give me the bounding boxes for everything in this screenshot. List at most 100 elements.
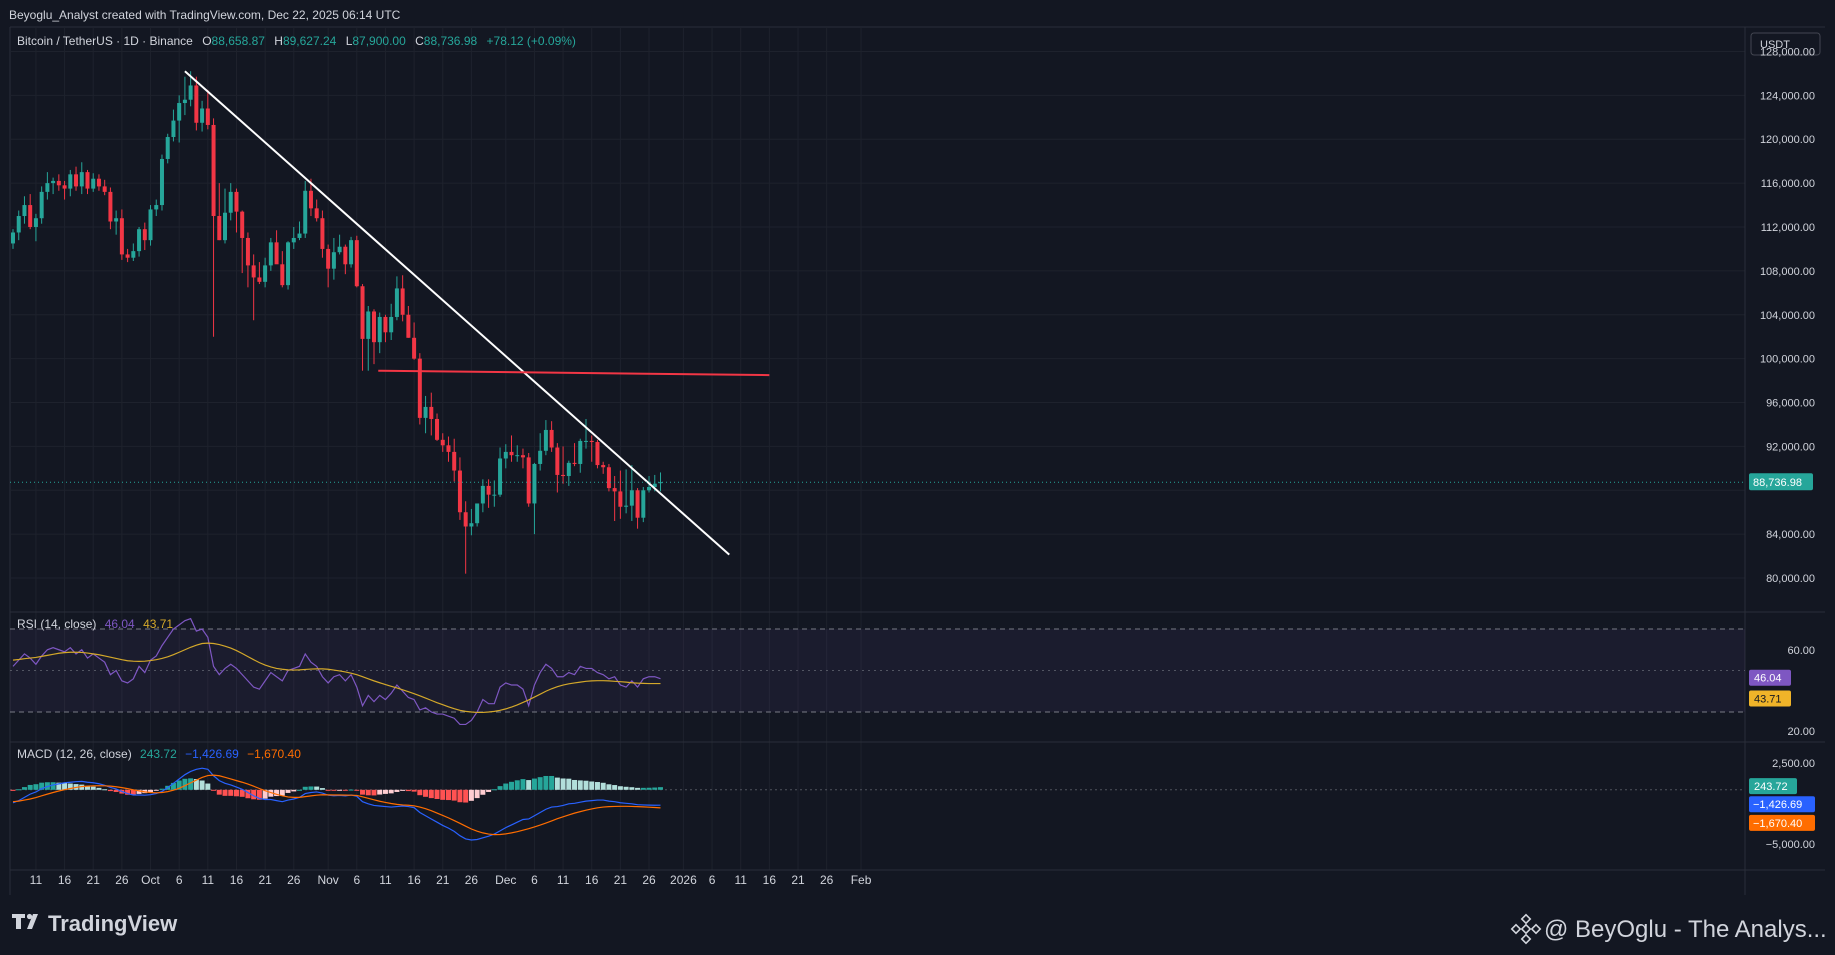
- macd-histogram-bar: [342, 789, 348, 791]
- candle-body: [435, 418, 440, 440]
- macd-histogram-bar: [417, 789, 423, 796]
- macd-histogram-bar: [463, 789, 469, 803]
- price-axis-label: 124,000.00: [1760, 90, 1815, 102]
- macd-histogram-bar: [205, 783, 211, 790]
- macd-histogram-bar: [251, 789, 257, 800]
- candle-body: [394, 288, 399, 317]
- support-level-line: [378, 369, 770, 377]
- rsi-legend[interactable]: RSI (14, close) 46.04 43.71: [17, 617, 173, 631]
- macd-axis-label: −5,000.00: [1766, 839, 1815, 851]
- currency-button[interactable]: USDT: [1750, 32, 1821, 56]
- macd-signal-value-tag: −1,670.40: [1753, 818, 1802, 830]
- macd-hist-value-tag: 243.72: [1754, 781, 1788, 793]
- candle-body: [286, 242, 291, 286]
- candle-body: [171, 120, 176, 138]
- time-axis-label: 2026: [670, 873, 697, 887]
- open-label: O: [202, 34, 211, 48]
- drawing-tools[interactable]: [184, 70, 770, 556]
- candle-body: [16, 216, 21, 233]
- macd-legend[interactable]: MACD (12, 26, close) 243.72 −1,426.69 −1…: [17, 747, 301, 761]
- footer-bar: [0, 896, 1835, 955]
- macd-histogram-bar: [354, 789, 360, 791]
- candle-body: [618, 491, 623, 507]
- candle-body: [62, 185, 67, 189]
- candle-body: [182, 99, 187, 104]
- open-value: 88,658.87: [212, 34, 266, 48]
- macd-histogram-bar: [193, 779, 199, 790]
- macd-histogram-bar: [434, 789, 440, 799]
- candle-body: [480, 485, 485, 504]
- candle-body: [85, 172, 90, 189]
- candle-body: [320, 218, 325, 249]
- candle-body: [137, 229, 142, 252]
- tv-logo-icon: [12, 914, 25, 929]
- candle-body: [612, 488, 617, 492]
- candle-body: [131, 251, 136, 258]
- price-axis-label: 120,000.00: [1760, 134, 1815, 146]
- macd-histogram-bar: [509, 781, 515, 790]
- price-axis-label: 100,000.00: [1760, 354, 1815, 366]
- candle-body: [486, 485, 491, 495]
- macd-histogram-bar: [646, 787, 652, 790]
- candle-body: [228, 191, 233, 213]
- price-axis-label: 96,000.00: [1766, 398, 1815, 410]
- candle-body: [475, 503, 480, 524]
- time-axis-label: Feb: [851, 873, 872, 887]
- candle-body: [543, 429, 548, 451]
- macd-histogram-bar: [285, 789, 291, 793]
- macd-histogram-bar: [107, 789, 113, 792]
- candle-body: [377, 316, 382, 343]
- price-axis[interactable]: 128,000.00 124,000.00 120,000.00 116,000.00…: [1760, 46, 1815, 585]
- candle-body: [400, 288, 405, 315]
- macd-histogram-bar: [589, 781, 595, 790]
- macd-histogram-bar: [491, 789, 497, 791]
- macd-histogram-bar: [67, 783, 73, 790]
- time-axis-label: 21: [614, 873, 628, 887]
- candle-body: [566, 462, 571, 477]
- macd-histogram-bar: [514, 780, 520, 790]
- candle-body: [148, 209, 153, 241]
- macd-histogram-bar: [400, 789, 406, 791]
- macd-histogram-bar: [371, 789, 377, 796]
- candle-body: [417, 358, 422, 418]
- symbol-legend[interactable]: Bitcoin / TetherUS · 1D · Binance O88,65…: [17, 34, 576, 48]
- candle-body: [492, 494, 497, 496]
- macd-histogram-bar: [84, 785, 90, 790]
- macd-series: [10, 767, 1745, 841]
- time-axis-label: 16: [407, 873, 421, 887]
- candlestick-series: [11, 71, 663, 574]
- time-axis-label: Dec: [495, 873, 516, 887]
- candle-body: [108, 191, 113, 222]
- candle-body: [177, 103, 182, 121]
- candle-body: [463, 512, 468, 527]
- high-label: H: [274, 34, 283, 48]
- time-axis[interactable]: 11 16 21 26 Oct 6 11 16 21 26 Nov 6 11 16 21 26 Dec 6 11 16…: [30, 873, 872, 887]
- time-axis-label: 21: [87, 873, 101, 887]
- candle-body: [91, 178, 96, 189]
- tradingview-logo[interactable]: TradingView: [12, 911, 178, 936]
- macd-histogram-bar: [153, 789, 159, 791]
- brand-name: TradingView: [48, 911, 178, 936]
- time-axis-label: Oct: [141, 873, 160, 887]
- candle-body: [268, 242, 273, 266]
- time-axis-label: 11: [557, 873, 570, 887]
- price-axis-label: 92,000.00: [1766, 441, 1815, 453]
- watermark-text: @ BeyOglu - The Analys...: [1544, 916, 1827, 943]
- macd-histogram-bar: [600, 782, 606, 790]
- grid-lines: [10, 27, 1745, 870]
- macd-histogram-bar: [457, 789, 463, 803]
- candle-body: [165, 137, 170, 159]
- candle-body: [584, 440, 588, 442]
- candle-body: [314, 208, 319, 219]
- candle-body: [635, 490, 640, 518]
- rsi-line: [12, 617, 661, 726]
- price-axis-label: 116,000.00: [1761, 178, 1815, 190]
- macd-histogram-bar: [440, 789, 446, 800]
- macd-histogram-bar: [199, 780, 205, 790]
- candle-body: [114, 218, 119, 222]
- candle-body: [33, 218, 38, 227]
- candle-body: [297, 233, 302, 238]
- macd-histogram-bar: [531, 778, 537, 790]
- macd-line-legend-value: −1,426.69: [185, 747, 239, 761]
